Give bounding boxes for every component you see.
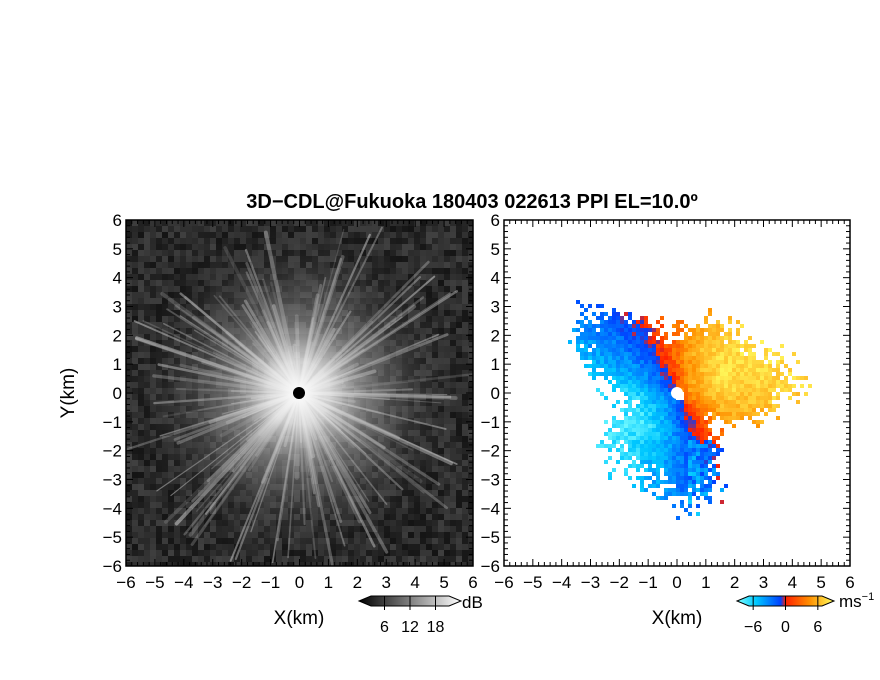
right-panel: −6 −5 −4 −3 −2 −1 0 1 2 3 4 5 6 −6−5−4−3−2−10123456 … [481, 211, 875, 636]
right-x-tick-label: 0 [672, 573, 681, 592]
left-x-tick-label: 4 [410, 573, 419, 592]
right-y-tick-label: 0 [491, 384, 500, 403]
left-colorbar-tick-label: 18 [427, 619, 445, 636]
left-colorbar-tick-label: 12 [401, 619, 419, 636]
right-y-tick-label: −3 [481, 471, 500, 490]
left-x-tick-label: −6 [116, 573, 135, 592]
left-x-tick-label: 6 [468, 573, 477, 592]
right-x-tick-label: 4 [788, 573, 797, 592]
right-x-tick-label: −1 [638, 573, 657, 592]
left-x-tick-label: 5 [439, 573, 448, 592]
left-y-tick-label: 5 [113, 240, 122, 259]
left-colorbar-unit: dB [462, 593, 483, 612]
left-y-tick-label: −5 [103, 528, 122, 547]
left-x-tick-label: −4 [174, 573, 193, 592]
right-x-tick-label: −4 [552, 573, 571, 592]
left-y-tick-label: 3 [113, 298, 122, 317]
right-y-tick-label: −6 [481, 557, 500, 576]
left-y-axis-label: Y(km) [58, 368, 79, 419]
right-y-tick-label: 6 [491, 211, 500, 230]
left-y-tick-label: 6 [113, 211, 122, 230]
right-x-tick-label: −6 [494, 573, 513, 592]
right-y-tick-label: 4 [491, 269, 500, 288]
left-center-marker [293, 387, 305, 399]
left-panel: −6 −5 −4 −3 −2 −1 0 1 2 3 4 5 6 −6−5−4−3−2−10123456 … [58, 211, 483, 636]
left-y-tick-label: 0 [113, 384, 122, 403]
right-y-tick-label: 5 [491, 240, 500, 259]
left-x-tick-label: 0 [295, 573, 304, 592]
left-y-tick-label: 1 [113, 355, 122, 374]
right-y-tick-labels: −6 −5 −4 −3 −2 −1 0 1 2 3 4 5 6 [481, 211, 500, 576]
left-colorbar: 6 12 18 dB [357, 593, 483, 636]
left-y-tick-label: −3 [103, 471, 122, 490]
left-y-tick-label: −6 [103, 557, 122, 576]
right-x-tick-label: 3 [759, 573, 768, 592]
right-y-tick-label: −4 [481, 499, 500, 518]
right-x-tick-label: −5 [523, 573, 542, 592]
right-y-tick-label: −2 [481, 442, 500, 461]
right-x-tick-label: 6 [845, 573, 854, 592]
left-x-tick-labels: −6 −5 −4 −3 −2 −1 0 1 2 3 4 5 6 [116, 573, 477, 592]
left-y-tick-label: −4 [103, 499, 122, 518]
right-axis-ticks [503, 219, 851, 567]
right-colorbar-tick-label: −6 [744, 619, 762, 636]
right-y-tick-label: 3 [491, 298, 500, 317]
left-x-tick-label: −2 [232, 573, 251, 592]
left-y-tick-label: −1 [103, 413, 122, 432]
right-colorbar-unit-base: ms [839, 592, 862, 611]
right-x-tick-label: 5 [816, 573, 825, 592]
right-x-tick-label: −3 [581, 573, 600, 592]
right-colorbar-unit-exponent: −1 [862, 591, 875, 603]
left-x-tick-label: 2 [353, 573, 362, 592]
right-x-tick-labels: −6 −5 −4 −3 −2 −1 0 1 2 3 4 5 6 [494, 573, 854, 592]
right-colorbar-tick-label: 6 [813, 619, 822, 636]
right-x-tick-label: 2 [730, 573, 739, 592]
left-x-tick-label: −1 [261, 573, 280, 592]
right-center-marker [671, 387, 683, 399]
left-x-tick-label: 3 [382, 573, 391, 592]
right-x-axis-label: X(km) [652, 608, 703, 629]
right-colorbar: −6 0 6 ms−1 [735, 591, 874, 636]
left-axis-ticks [125, 219, 474, 567]
right-colorbar-tick-label: 0 [781, 619, 790, 636]
left-x-tick-label: 1 [324, 573, 333, 592]
left-x-tick-label: −3 [203, 573, 222, 592]
right-y-tick-label: −5 [481, 528, 500, 547]
left-x-tick-label: −5 [145, 573, 164, 592]
left-colorbar-tick-label: 6 [380, 619, 389, 636]
right-y-tick-label: 2 [491, 326, 500, 345]
left-y-tick-labels: −6 −5 −4 −3 −2 −1 0 1 2 3 4 5 6 [103, 211, 122, 576]
left-y-tick-label: −2 [103, 442, 122, 461]
right-x-tick-label: −2 [610, 573, 629, 592]
figure-title: 3D−CDL@Fukuoka 180403 022613 PPI EL=10.0… [246, 191, 698, 213]
right-colorbar-unit: ms−1 [839, 591, 874, 611]
right-velocity-field [568, 300, 812, 520]
right-y-tick-label: −1 [481, 413, 500, 432]
right-x-tick-label: 1 [701, 573, 710, 592]
left-y-tick-label: 2 [113, 326, 122, 345]
left-x-axis-label: X(km) [274, 608, 325, 629]
right-y-tick-label: 1 [491, 355, 500, 374]
left-y-tick-label: 4 [113, 269, 122, 288]
